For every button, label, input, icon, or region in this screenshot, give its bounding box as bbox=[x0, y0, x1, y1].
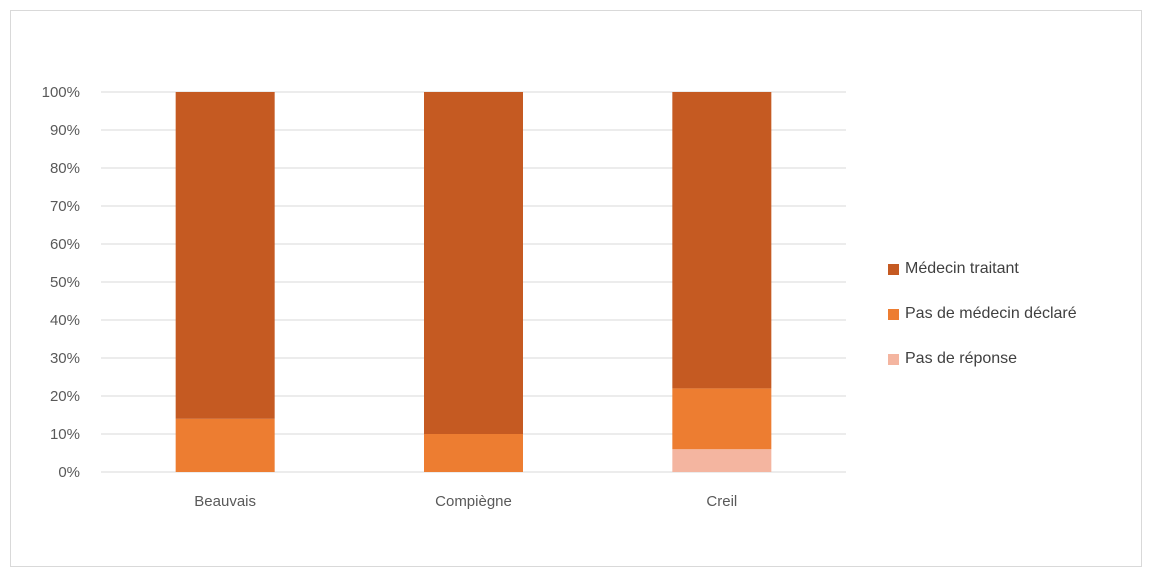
bar-segment bbox=[672, 92, 772, 389]
chart-legend: Médecin traitant Pas de médecin déclaré Pa… bbox=[888, 258, 1077, 393]
y-tick-label: 0% bbox=[58, 464, 80, 481]
legend-swatch bbox=[888, 353, 899, 365]
legend-item: Pas de réponse bbox=[888, 348, 1077, 370]
y-tick-label: 40% bbox=[50, 312, 80, 329]
x-tick-label: Compiègne bbox=[435, 493, 512, 510]
bar-segment bbox=[424, 92, 523, 434]
x-tick-label: Creil bbox=[706, 493, 737, 510]
y-tick-label: 100% bbox=[42, 84, 80, 101]
y-tick-label: 90% bbox=[50, 122, 80, 139]
bar-segment bbox=[672, 388, 772, 450]
legend-label: Médecin traitant bbox=[905, 260, 1019, 277]
y-tick-label: 80% bbox=[50, 160, 80, 177]
legend-swatch bbox=[888, 308, 899, 320]
y-tick-label: 30% bbox=[50, 350, 80, 367]
y-tick-label: 20% bbox=[50, 388, 80, 405]
bar-segment bbox=[175, 92, 275, 419]
legend-item: Pas de médecin déclaré bbox=[888, 303, 1077, 325]
legend-swatch bbox=[888, 263, 899, 275]
legend-label: Pas de réponse bbox=[905, 350, 1018, 367]
legend-label: Pas de médecin déclaré bbox=[905, 305, 1077, 322]
bar-segment bbox=[424, 434, 523, 472]
y-tick-label: 60% bbox=[50, 236, 80, 253]
y-tick-label: 10% bbox=[50, 426, 80, 443]
legend-item: Médecin traitant bbox=[888, 258, 1077, 280]
bar-segment bbox=[175, 418, 275, 472]
y-tick-label: 70% bbox=[50, 198, 80, 215]
y-tick-label: 50% bbox=[50, 274, 80, 291]
bar-segment bbox=[672, 449, 772, 472]
x-tick-label: Beauvais bbox=[194, 493, 256, 510]
